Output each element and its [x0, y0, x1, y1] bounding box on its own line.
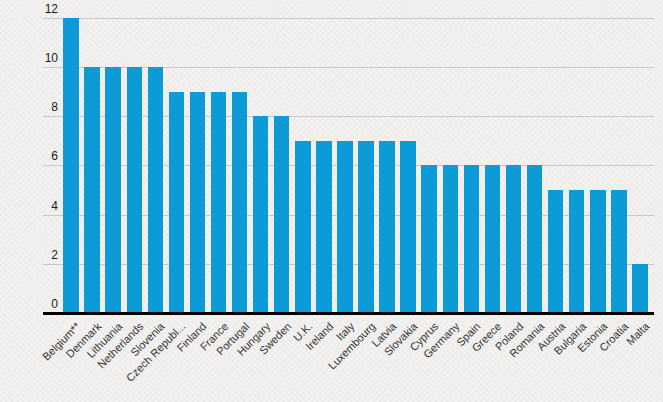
bar [548, 190, 564, 313]
y-tick-label: 12 [0, 2, 58, 16]
bar [379, 141, 395, 313]
x-axis-line [43, 312, 654, 315]
bar [443, 165, 459, 313]
bar [527, 165, 543, 313]
bar [211, 92, 227, 313]
bar [506, 165, 522, 313]
bar [105, 67, 121, 313]
x-tick-label: Malta [624, 320, 652, 348]
bar [232, 92, 248, 313]
bar [632, 264, 648, 313]
bar [611, 190, 627, 313]
bar [569, 190, 585, 313]
y-tick-label: 0 [0, 297, 58, 311]
bar [421, 165, 437, 313]
bar [253, 116, 269, 313]
bar [63, 18, 79, 313]
bar [148, 67, 164, 313]
bar [485, 165, 501, 313]
bar [190, 92, 206, 313]
bar [316, 141, 332, 313]
y-tick-label: 10 [0, 51, 58, 65]
bar [274, 116, 290, 313]
bar [84, 67, 100, 313]
y-tick-label: 8 [0, 100, 58, 114]
gridline [43, 18, 654, 19]
y-tick-label: 4 [0, 199, 58, 213]
bar-chart-figure: 024681012Belgium**DenmarkLithuaniaNether… [0, 0, 663, 402]
bar [337, 141, 353, 313]
bar [400, 141, 416, 313]
bar [358, 141, 374, 313]
bar [127, 67, 143, 313]
bar [464, 165, 480, 313]
bar [295, 141, 311, 313]
bar [169, 92, 185, 313]
y-tick-label: 2 [0, 248, 58, 262]
bar [590, 190, 606, 313]
y-tick-label: 6 [0, 149, 58, 163]
